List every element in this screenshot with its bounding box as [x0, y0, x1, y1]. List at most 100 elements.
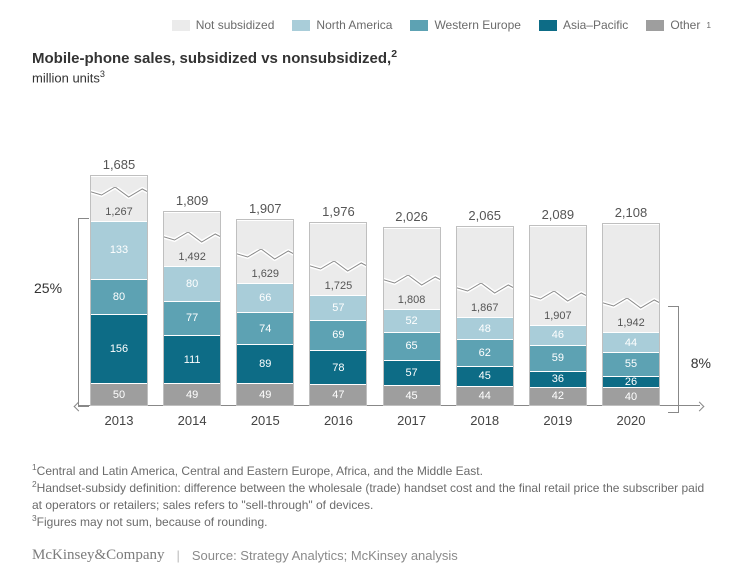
bar-segment-not-subsidized: 1,725	[310, 223, 366, 295]
bar-stack: 498974661,629	[236, 219, 294, 406]
stacked-bar-chart: 1,68550156801331,26720131,8094911177801,…	[90, 100, 660, 430]
bar-total-label: 1,907	[249, 201, 282, 216]
bar-segment-other: 47	[310, 384, 366, 405]
legend-label: Western Europe	[434, 18, 521, 32]
legend-swatch	[172, 20, 190, 31]
bar-segment-asia-pacific: 45	[457, 366, 513, 386]
bar-segment-not-subsidized: 1,907	[530, 226, 586, 325]
bar-segment-western-europe: 62	[457, 339, 513, 366]
bar-segment-other: 44	[457, 386, 513, 405]
bar-segment-asia-pacific: 36	[530, 371, 586, 387]
source-label: Source: Strategy Analytics; McKinsey ana…	[192, 548, 458, 563]
bar-column: 1,907498974661,6292015	[236, 201, 294, 406]
subtitle-sup: 3	[100, 69, 105, 79]
bar-segment-asia-pacific: 156	[91, 314, 147, 383]
legend-sup: 1	[706, 20, 711, 30]
bar-segment-north-america: 46	[530, 325, 586, 345]
footnotes: 1Central and Latin America, Central and …	[32, 462, 711, 530]
right-bracket	[668, 306, 679, 413]
footnote: 1Central and Latin America, Central and …	[32, 462, 711, 479]
bar-column: 1,976477869571,7252016	[309, 204, 367, 406]
bar-segment-asia-pacific: 57	[384, 360, 440, 385]
bar-segment-western-europe: 80	[91, 279, 147, 314]
bar-segment-north-america: 44	[603, 332, 659, 351]
legend: Not subsidizedNorth AmericaWestern Europ…	[172, 18, 711, 32]
bar-segment-asia-pacific: 89	[237, 344, 293, 383]
bar-segment-other: 42	[530, 387, 586, 405]
title-text: Mobile-phone sales, subsidized vs nonsub…	[32, 50, 391, 67]
legend-item: Asia–Pacific	[539, 18, 628, 32]
bar-column: 1,68550156801331,2672013	[90, 157, 148, 406]
bar-segment-western-europe: 55	[603, 352, 659, 376]
legend-label: Other	[670, 18, 700, 32]
footnote-text: Central and Latin America, Central and E…	[37, 464, 483, 478]
bar-segment-asia-pacific: 78	[310, 350, 366, 384]
bar-segment-other: 49	[237, 383, 293, 405]
x-axis-label: 2014	[163, 413, 221, 428]
bar-segment-other: 40	[603, 387, 659, 405]
bar-segment-north-america: 80	[164, 266, 220, 301]
bar-stack: 444562481,867	[456, 226, 514, 406]
bar-segment-western-europe: 74	[237, 312, 293, 345]
bar-stack: 423659461,907	[529, 225, 587, 406]
axis-break-icon	[164, 232, 220, 244]
bar-segment-not-subsidized: 1,267	[91, 176, 147, 221]
axis-break-icon	[237, 249, 293, 261]
bar-segment-other: 50	[91, 383, 147, 405]
bar-segment-north-america: 66	[237, 283, 293, 312]
footer-divider: |	[177, 548, 180, 563]
bar-column: 2,065444562481,8672018	[456, 208, 514, 406]
bar-column: 1,8094911177801,4922014	[163, 193, 221, 406]
bar-stack: 50156801331,267	[90, 175, 148, 406]
bar-total-label: 1,809	[176, 193, 209, 208]
axis-break-icon	[457, 283, 513, 295]
bar-segment-other: 49	[164, 383, 220, 405]
brand-logo: McKinsey&Company	[32, 547, 165, 564]
subtitle-text: million units	[32, 70, 100, 85]
bar-segment-asia-pacific: 111	[164, 335, 220, 384]
legend-label: Asia–Pacific	[563, 18, 628, 32]
footnote-text: Figures may not sum, because of rounding…	[37, 515, 268, 529]
bar-segment-not-subsidized: 1,867	[457, 227, 513, 317]
bar-total-label: 1,976	[322, 204, 355, 219]
chart-title: Mobile-phone sales, subsidized vs nonsub…	[32, 48, 397, 67]
title-sup: 2	[391, 48, 397, 60]
x-axis-label: 2020	[602, 413, 660, 428]
legend-item: Not subsidized	[172, 18, 275, 32]
footnote-text: Handset-subsidy definition: difference b…	[32, 481, 704, 511]
footnote: 2Handset-subsidy definition: difference …	[32, 479, 711, 512]
legend-item: Other 1	[646, 18, 711, 32]
bar-stack: 455765521,808	[383, 227, 441, 406]
bar-segment-western-europe: 69	[310, 320, 366, 350]
bar-segment-north-america: 57	[310, 295, 366, 320]
bar-segment-western-europe: 65	[384, 332, 440, 361]
bar-total-label: 2,108	[615, 205, 648, 220]
legend-label: Not subsidized	[196, 18, 275, 32]
bar-segment-western-europe: 77	[164, 301, 220, 335]
legend-swatch	[539, 20, 557, 31]
bar-segment-other: 45	[384, 385, 440, 405]
bar-stack: 477869571,725	[309, 222, 367, 406]
bar-columns: 1,68550156801331,26720131,8094911177801,…	[90, 100, 660, 406]
legend-swatch	[410, 20, 428, 31]
chart-subtitle: million units3	[32, 69, 397, 85]
axis-break-icon	[91, 187, 147, 199]
bar-segment-north-america: 52	[384, 309, 440, 332]
footer: McKinsey&Company | Source: Strategy Anal…	[32, 547, 711, 564]
annotation-right: 8%	[691, 355, 711, 371]
bar-total-label: 1,685	[103, 157, 136, 172]
x-axis-label: 2018	[456, 413, 514, 428]
bar-segment-north-america: 133	[91, 221, 147, 280]
bar-column: 2,026455765521,8082017	[383, 209, 441, 406]
x-axis-label: 2019	[529, 413, 587, 428]
axis-break-icon	[530, 291, 586, 303]
x-axis-label: 2017	[383, 413, 441, 428]
x-axis-label: 2015	[236, 413, 294, 428]
legend-item: Western Europe	[410, 18, 521, 32]
annotation-left: 25%	[34, 280, 62, 296]
chart-title-block: Mobile-phone sales, subsidized vs nonsub…	[32, 48, 397, 85]
bar-stack: 4911177801,492	[163, 211, 221, 406]
footnote: 3Figures may not sum, because of roundin…	[32, 513, 711, 530]
bar-column: 2,089423659461,9072019	[529, 207, 587, 406]
bar-column: 2,108402655441,9422020	[602, 205, 660, 406]
